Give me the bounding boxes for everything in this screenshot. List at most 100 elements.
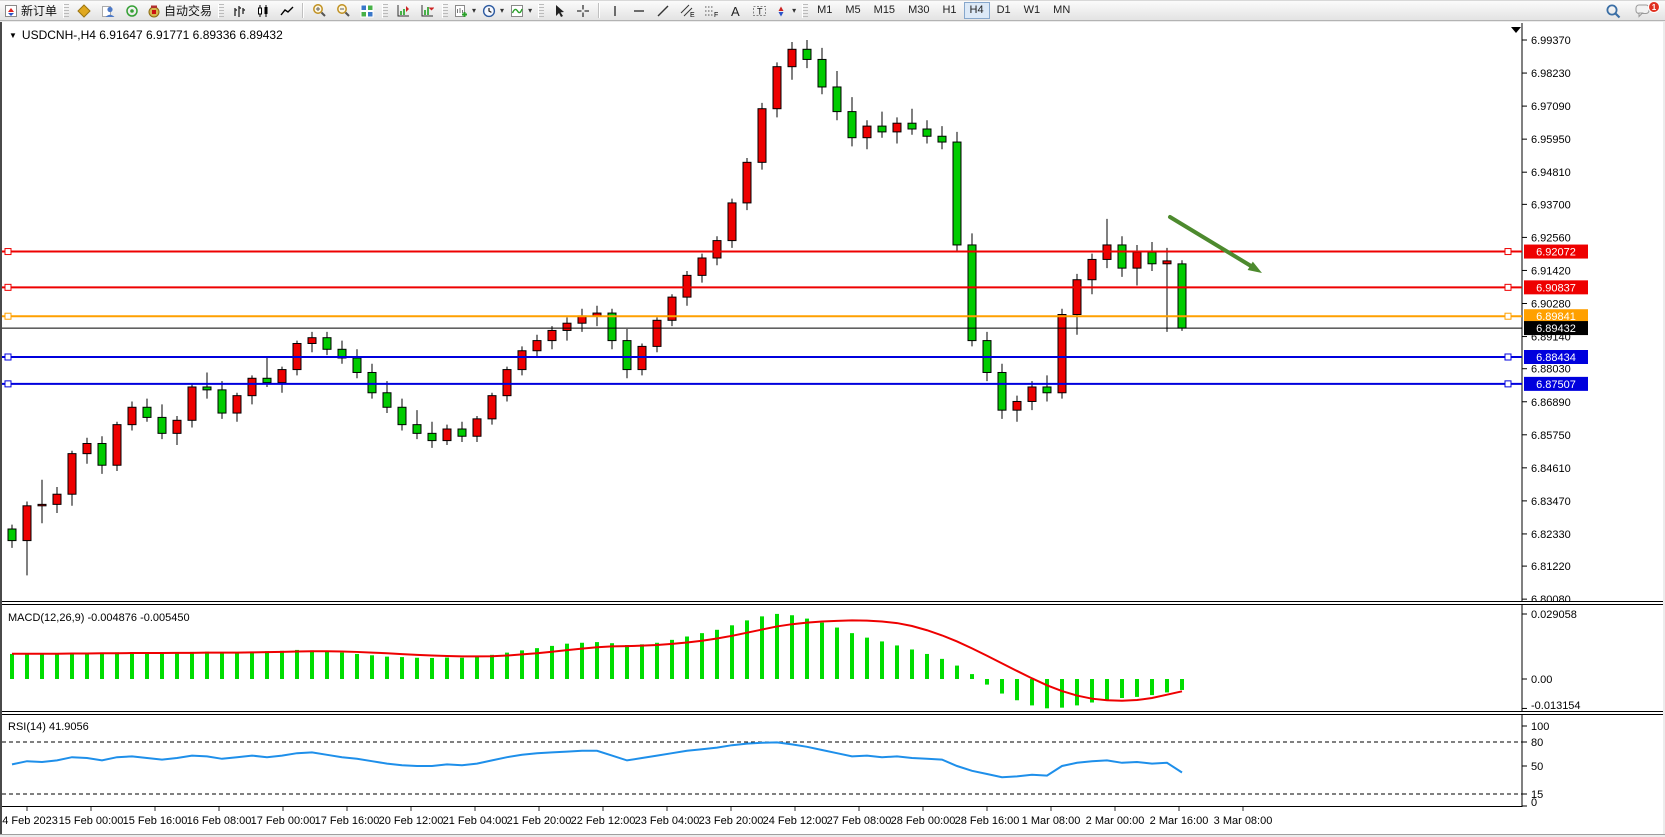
timeframe-D1[interactable]: D1 bbox=[996, 4, 1011, 16]
dropdown-caret-icon: ▾ bbox=[472, 6, 477, 15]
new-order-button[interactable]: 新订单 bbox=[1, 2, 60, 20]
toolbar-grip[interactable] bbox=[382, 3, 389, 18]
candle-body bbox=[232, 395, 242, 414]
trend-arrow-head[interactable] bbox=[1247, 261, 1262, 273]
timeframe-M15[interactable]: M15 bbox=[873, 4, 896, 16]
pane-separator[interactable] bbox=[2, 601, 1663, 605]
rsi-tick-label: 15 bbox=[1531, 789, 1543, 801]
new-chart-button[interactable]: ▾ bbox=[451, 2, 479, 20]
hline-handle[interactable] bbox=[4, 312, 12, 320]
macd-histogram-bar bbox=[130, 652, 134, 680]
tile-windows-button[interactable] bbox=[355, 2, 379, 20]
macd-histogram-bar bbox=[430, 657, 434, 680]
price-tick-label: 6.91420 bbox=[1531, 265, 1571, 277]
macd-histogram-bar bbox=[1165, 679, 1169, 693]
scale-chart-icon bbox=[421, 4, 435, 16]
candle-body bbox=[712, 240, 722, 259]
dropdown-caret-icon: ▾ bbox=[792, 6, 797, 15]
candle-body bbox=[172, 419, 182, 434]
auto-arrange-button[interactable] bbox=[391, 2, 415, 20]
timeframe-M5[interactable]: M5 bbox=[845, 4, 861, 16]
toolbar-grip[interactable] bbox=[63, 3, 70, 18]
text-tool-button[interactable]: A bbox=[723, 2, 747, 20]
candle-body bbox=[217, 389, 227, 414]
arrows-tool-button[interactable]: ▾ bbox=[771, 2, 799, 20]
candle-body bbox=[802, 48, 812, 60]
notifications-button[interactable]: 1 bbox=[1631, 1, 1660, 20]
candle-body bbox=[907, 122, 917, 130]
time-axis[interactable]: 14 Feb 2023 15 Feb 00:00 15 Feb 16:00 16 Fe… bbox=[2, 807, 1663, 834]
search-button[interactable] bbox=[1601, 2, 1625, 20]
line-chart-mode-button[interactable] bbox=[275, 2, 299, 20]
main-chart-pane[interactable]: 6.99370 6.98230 6.97090 6.95950 6.94810 6.937… bbox=[2, 23, 1663, 601]
hline-handle[interactable] bbox=[1504, 312, 1512, 320]
hline-handle[interactable] bbox=[1504, 353, 1512, 361]
horizontal-line-tool-button[interactable] bbox=[627, 2, 651, 20]
candle-body bbox=[127, 406, 137, 426]
macd-histogram-bar bbox=[805, 618, 809, 680]
candle-body bbox=[397, 406, 407, 426]
navigator-button[interactable] bbox=[96, 2, 120, 20]
zoom-out-button[interactable] bbox=[331, 2, 355, 20]
macd-pane[interactable]: 0.029058 0.00 -0.013154 bbox=[2, 605, 1663, 711]
hline-handle[interactable] bbox=[4, 380, 12, 388]
price-tick-label: 6.85750 bbox=[1531, 430, 1571, 442]
autotrading-button[interactable]: 自动交易 bbox=[144, 2, 215, 20]
candle-body bbox=[607, 312, 617, 342]
timeframe-MN[interactable]: MN bbox=[1053, 4, 1071, 16]
rsi-pane[interactable]: 100 80 50 150 bbox=[2, 715, 1663, 807]
crosshair-tool-button[interactable] bbox=[571, 2, 595, 20]
trend-arrow-line[interactable] bbox=[1168, 215, 1253, 268]
macd-histogram-bar bbox=[115, 652, 119, 680]
cursor-tool-button[interactable] bbox=[547, 2, 571, 20]
macd-histogram-bar bbox=[985, 679, 989, 685]
hline-handle[interactable] bbox=[4, 353, 12, 361]
candle-body bbox=[1042, 386, 1052, 394]
text-label-tool-button[interactable]: T bbox=[747, 2, 771, 20]
time-label: 21 Feb 20:00 bbox=[507, 815, 572, 827]
toolbar-grip[interactable] bbox=[538, 3, 545, 18]
toolbar-grip[interactable] bbox=[442, 3, 449, 18]
time-label: 3 Mar 08:00 bbox=[1214, 815, 1273, 827]
gold-diamond-icon bbox=[77, 3, 91, 18]
market-watch-button[interactable] bbox=[72, 2, 96, 20]
vertical-line-tool-button[interactable] bbox=[603, 2, 627, 20]
fibonacci-tool-button[interactable]: F bbox=[699, 2, 723, 20]
hline-handle[interactable] bbox=[1504, 248, 1512, 256]
candle-body bbox=[367, 371, 377, 394]
macd-histogram-bar bbox=[715, 629, 719, 680]
hline-handle[interactable] bbox=[1504, 283, 1512, 291]
hline-handle[interactable] bbox=[1504, 380, 1512, 388]
macd-histogram-bar bbox=[865, 637, 869, 680]
svg-text:A: A bbox=[731, 4, 740, 18]
timeframe-M30[interactable]: M30 bbox=[908, 4, 930, 16]
pane-separator[interactable] bbox=[2, 711, 1663, 715]
macd-histogram-bar bbox=[490, 654, 494, 680]
chart-dropdown-icon[interactable]: ▼ bbox=[9, 30, 17, 40]
autotrading-icon bbox=[148, 5, 160, 17]
period-button[interactable]: ▾ bbox=[479, 2, 507, 20]
equidistant-channel-tool-button[interactable]: E bbox=[675, 2, 699, 20]
time-label: 16 Feb 08:00 bbox=[187, 815, 252, 827]
macd-histogram-bar bbox=[565, 643, 569, 680]
hline-handle[interactable] bbox=[4, 283, 12, 291]
timeframe-H4[interactable]: H4 bbox=[963, 2, 990, 19]
macd-histogram-bar bbox=[235, 652, 239, 680]
timeframe-H1[interactable]: H1 bbox=[942, 4, 957, 16]
data-window-button[interactable] bbox=[120, 2, 144, 20]
toolbar-grip[interactable] bbox=[218, 3, 225, 18]
trendline-tool-button[interactable] bbox=[651, 2, 675, 20]
timeframe-W1[interactable]: W1 bbox=[1023, 4, 1041, 16]
candlestick-mode-button[interactable] bbox=[251, 2, 275, 20]
price-tick-label: 6.99370 bbox=[1531, 35, 1571, 47]
zoom-in-button[interactable] bbox=[307, 2, 331, 20]
toolbar-grip[interactable] bbox=[802, 3, 809, 18]
timeframe-M1[interactable]: M1 bbox=[817, 4, 833, 16]
chart-shift-marker[interactable] bbox=[1511, 27, 1521, 33]
time-label: 23 Feb 20:00 bbox=[699, 815, 764, 827]
bar-chart-mode-button[interactable] bbox=[227, 2, 251, 20]
hline-handle[interactable] bbox=[4, 248, 12, 256]
scale-fix-button[interactable] bbox=[415, 2, 439, 20]
price-axis-flag bbox=[1524, 280, 1588, 295]
indicators-button[interactable]: ▾ bbox=[507, 2, 535, 20]
